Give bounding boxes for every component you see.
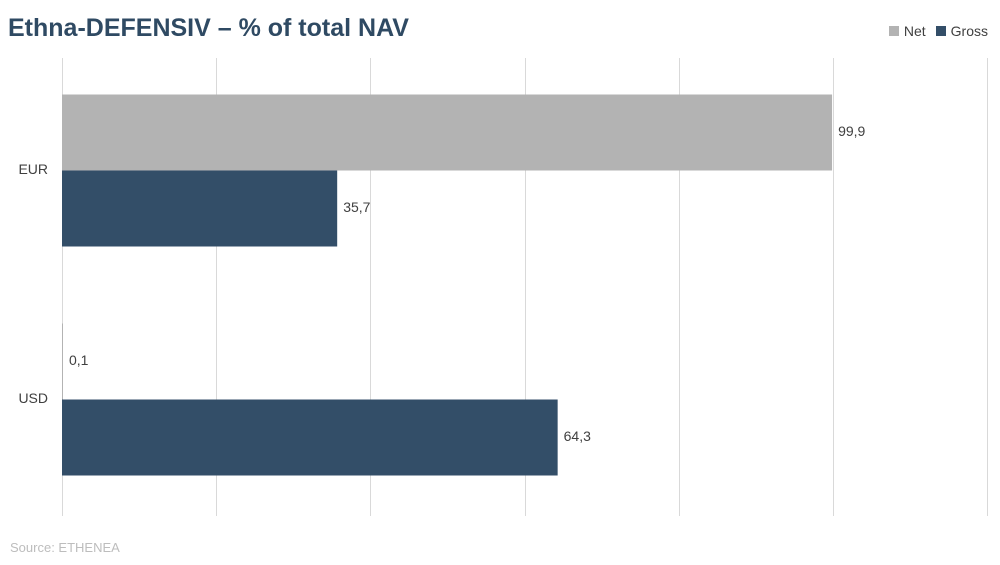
- category-label-eur: EUR: [18, 161, 48, 177]
- legend-swatch-gross: [935, 26, 946, 36]
- bar-net-usd: [62, 323, 63, 400]
- bar-gross-eur: [62, 170, 338, 247]
- bar-net-eur: [62, 94, 833, 171]
- category-label-usd: USD: [18, 390, 48, 406]
- data-label-net-eur: 99,9: [838, 123, 865, 139]
- legend-label-net: Net: [903, 23, 926, 39]
- chart-title: Ethna-DEFENSIV – % of total NAV: [8, 14, 409, 42]
- legend-item-gross: Gross: [935, 23, 988, 39]
- bar-gross-usd: [62, 399, 558, 476]
- chart-legend: Net Gross: [888, 23, 988, 39]
- legend-item-net: Net: [888, 23, 926, 39]
- data-label-gross-eur: 35,7: [343, 199, 370, 215]
- data-label-net-usd: 0,1: [69, 352, 89, 368]
- source-note: Source: ETHENEA: [10, 540, 120, 555]
- data-label-gross-usd: 64,3: [564, 428, 591, 444]
- legend-swatch-net: [888, 26, 899, 36]
- legend-label-gross: Gross: [950, 23, 988, 39]
